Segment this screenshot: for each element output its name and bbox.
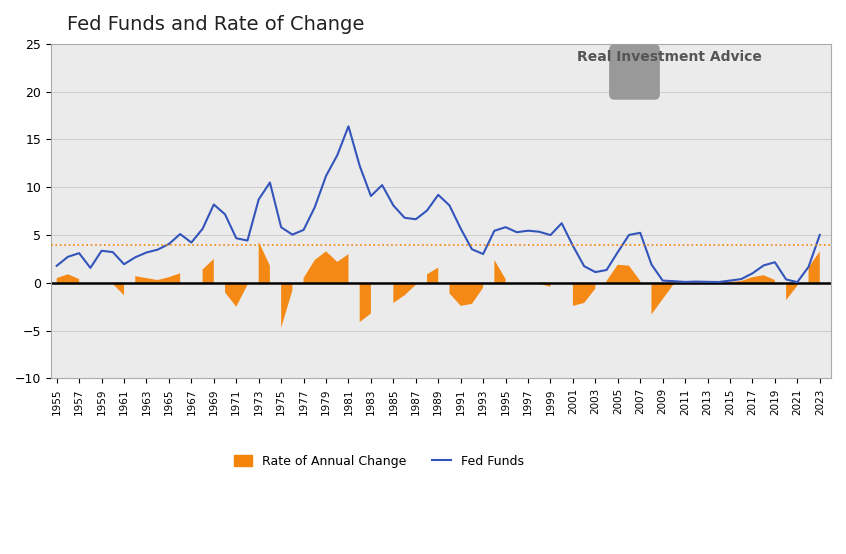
Text: Real Investment Advice: Real Investment Advice <box>576 50 761 64</box>
FancyBboxPatch shape <box>609 44 660 100</box>
Text: Fed Funds and Rate of Change: Fed Funds and Rate of Change <box>67 15 364 34</box>
Legend: Rate of Annual Change, Fed Funds: Rate of Annual Change, Fed Funds <box>228 450 529 473</box>
